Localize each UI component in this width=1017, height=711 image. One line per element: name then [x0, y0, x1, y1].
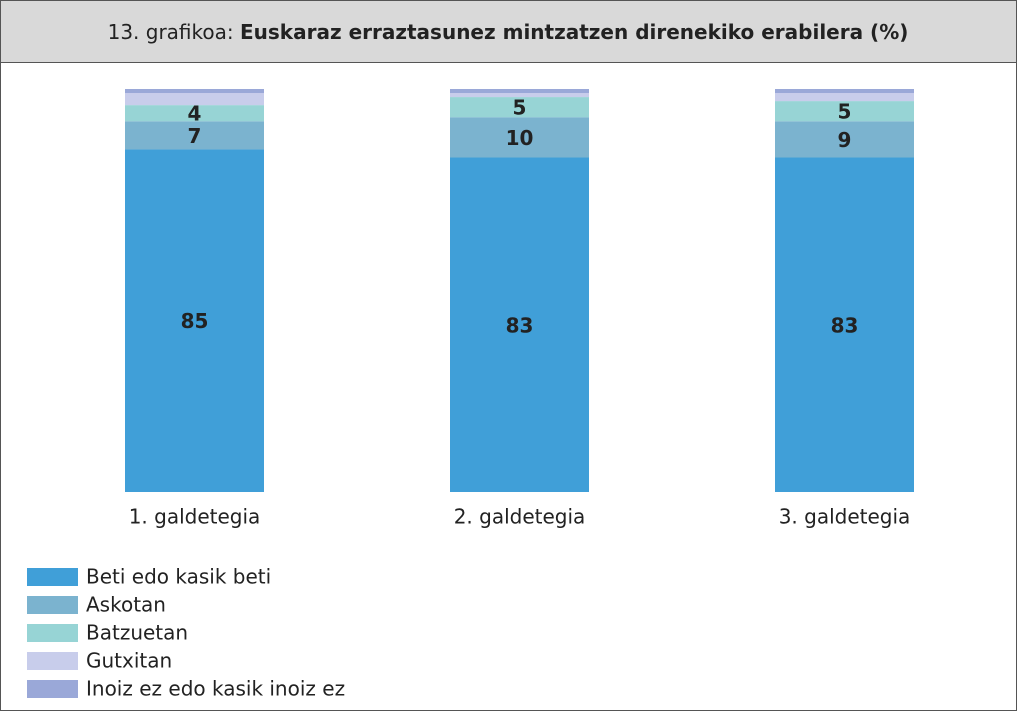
x-tick-label: 2. galdetegia — [454, 505, 586, 529]
bar-segment — [775, 93, 914, 102]
legend-label: Beti edo kasik beti — [86, 565, 271, 589]
bar-segment — [450, 93, 589, 98]
data-label: 7 — [188, 124, 202, 148]
legend-swatch — [27, 652, 78, 670]
data-label: 4 — [188, 102, 202, 126]
bar-segment — [125, 105, 264, 122]
data-label: 83 — [506, 313, 534, 337]
title-text: Euskaraz erraztasunez mintzatzen direnek… — [240, 20, 908, 44]
legend-label: Inoiz ez edo kasik inoiz ez — [86, 677, 345, 701]
legend-swatch — [27, 680, 78, 698]
data-label: 85 — [181, 309, 209, 333]
figure-label: 13. grafikoa: — [108, 20, 234, 44]
x-tick-label: 1. galdetegia — [129, 505, 261, 529]
bar-segment — [450, 89, 589, 94]
bar-segment — [450, 97, 589, 118]
bar-segment — [125, 149, 264, 492]
bar-segment — [775, 157, 914, 492]
bar-segment — [125, 93, 264, 106]
legend-swatch — [27, 568, 78, 586]
legend-swatch — [27, 624, 78, 642]
data-label: 5 — [838, 100, 852, 124]
bar-segment — [775, 101, 914, 122]
data-label: 10 — [506, 126, 534, 150]
bar-segment — [450, 117, 589, 158]
bar-segment — [775, 121, 914, 158]
data-label: 9 — [838, 128, 852, 152]
x-tick-label: 3. galdetegia — [779, 505, 911, 529]
legend-label: Askotan — [86, 593, 166, 617]
legend-swatch — [27, 596, 78, 614]
legend-label: Gutxitan — [86, 649, 172, 673]
chart-title: 13. grafikoa: Euskaraz erraztasunez mint… — [108, 20, 909, 44]
bar-segment — [125, 121, 264, 150]
header — [0, 0, 1017, 63]
data-label: 83 — [831, 313, 859, 337]
bar-segment — [775, 89, 914, 94]
data-label: 5 — [513, 96, 527, 120]
legend-label: Batzuetan — [86, 621, 188, 645]
bar-segment — [450, 157, 589, 492]
bar-segment — [125, 89, 264, 94]
